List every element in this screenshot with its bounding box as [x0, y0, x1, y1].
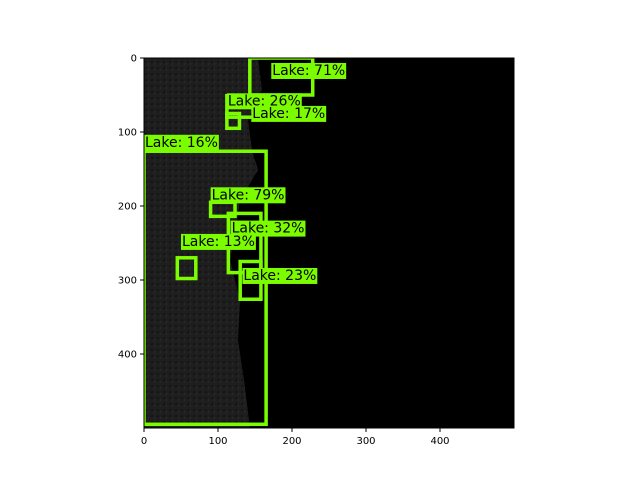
y-tick-label: 100	[118, 128, 137, 139]
detection-label-background	[226, 93, 302, 110]
detection-label-background	[230, 220, 306, 237]
detection-label: Lake: 13%	[182, 234, 255, 250]
detection-label: Lake: 16%	[145, 135, 218, 151]
x-tick-label: 400	[430, 436, 449, 447]
detection-label: Lake: 71%	[272, 63, 345, 79]
satellite-image: Lake: 71% Lake: 26%Lake: 17% Lake: 16% Lake…	[144, 58, 514, 428]
y-tick-label: 200	[118, 202, 137, 213]
detection-box	[144, 149, 268, 427]
detection-label-background	[271, 62, 347, 79]
x-tick-label: 300	[356, 436, 375, 447]
y-tick-label: 0	[131, 54, 137, 65]
detection-label-background	[144, 134, 219, 151]
detection-label-background	[242, 267, 318, 284]
axes-frame	[143, 57, 515, 429]
detection-label-background	[251, 105, 327, 122]
detection-label-background	[181, 233, 256, 250]
detection-box	[225, 111, 242, 131]
x-tick-label: 0	[141, 436, 147, 447]
y-tick-label: 300	[118, 276, 137, 287]
x-axis: 0 100 200 300 400	[141, 428, 450, 447]
detection-label-background	[210, 187, 286, 204]
y-axis: 0 100 200 300 400	[118, 54, 144, 361]
y-tick-label: 400	[118, 350, 137, 361]
detection-label: Lake: 26%	[228, 93, 301, 109]
detection-label: Lake: 79%	[212, 187, 285, 203]
detection-box	[175, 256, 198, 281]
detection-label: Lake: 17%	[252, 106, 325, 122]
detection-boxes: Lake: 71% Lake: 26%Lake: 17% Lake: 16% Lake…	[144, 58, 347, 427]
x-tick-label: 200	[282, 436, 301, 447]
detection-label: Lake: 23%	[243, 268, 316, 284]
detection-label: Lake: 32%	[232, 221, 305, 237]
x-tick-label: 100	[208, 436, 227, 447]
